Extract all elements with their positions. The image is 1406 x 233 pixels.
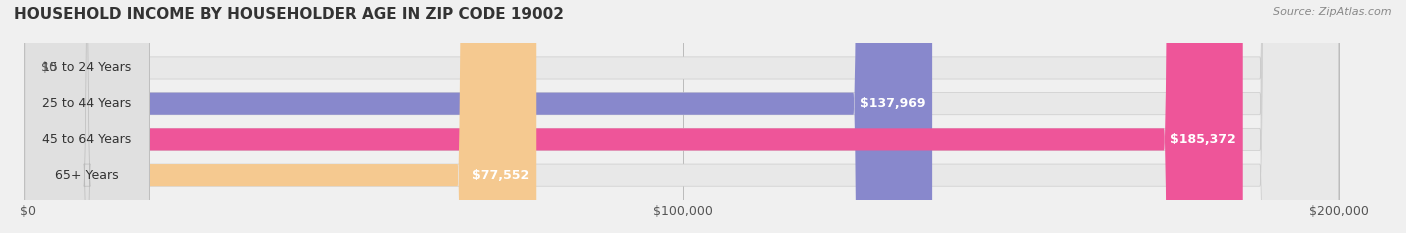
FancyBboxPatch shape <box>28 0 1339 233</box>
FancyBboxPatch shape <box>28 0 1339 233</box>
Text: Source: ZipAtlas.com: Source: ZipAtlas.com <box>1274 7 1392 17</box>
FancyBboxPatch shape <box>25 0 149 233</box>
FancyBboxPatch shape <box>25 0 149 233</box>
Text: HOUSEHOLD INCOME BY HOUSEHOLDER AGE IN ZIP CODE 19002: HOUSEHOLD INCOME BY HOUSEHOLDER AGE IN Z… <box>14 7 564 22</box>
Text: 25 to 44 Years: 25 to 44 Years <box>42 97 132 110</box>
Text: 65+ Years: 65+ Years <box>55 169 120 182</box>
Text: 15 to 24 Years: 15 to 24 Years <box>42 62 132 75</box>
Text: $137,969: $137,969 <box>860 97 925 110</box>
FancyBboxPatch shape <box>28 0 1339 233</box>
FancyBboxPatch shape <box>28 0 1339 233</box>
FancyBboxPatch shape <box>28 0 536 233</box>
FancyBboxPatch shape <box>28 0 1243 233</box>
FancyBboxPatch shape <box>25 0 149 233</box>
FancyBboxPatch shape <box>28 0 932 233</box>
Text: $0: $0 <box>41 62 58 75</box>
Text: 45 to 64 Years: 45 to 64 Years <box>42 133 132 146</box>
Text: $185,372: $185,372 <box>1170 133 1236 146</box>
FancyBboxPatch shape <box>25 0 149 233</box>
Text: $77,552: $77,552 <box>472 169 530 182</box>
